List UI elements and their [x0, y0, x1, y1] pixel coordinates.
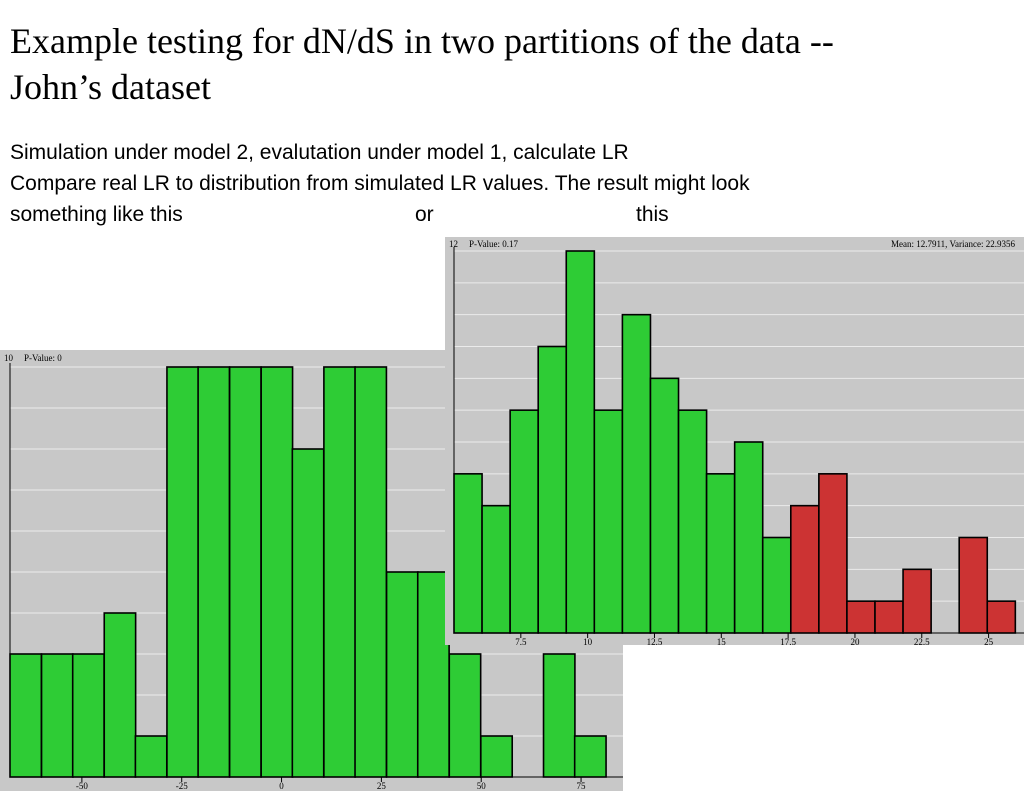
right-hist-x-tick-label: 12.5	[647, 637, 663, 645]
right-hist-x-tick-label: 20	[850, 637, 860, 645]
right-hist-bar	[649, 377, 680, 634]
left-hist-bar	[542, 653, 576, 778]
right-hist-bar	[565, 250, 596, 634]
left-hist-bar	[354, 366, 388, 778]
right-hist-bar	[537, 345, 568, 634]
title-line-1: Example testing for dN/dS in two partiti…	[10, 21, 834, 61]
left-hist-x-tick-label: -50	[76, 781, 88, 791]
left-hist-bar	[134, 735, 168, 778]
left-hist-bar	[291, 448, 325, 778]
left-hist-bar	[9, 653, 43, 778]
right-hist-bar	[902, 568, 932, 634]
left-hist-x-tick-label: 75	[577, 781, 587, 791]
right-hist-bar	[481, 504, 511, 634]
left-hist-bar	[323, 366, 357, 778]
right-hist-bar	[453, 473, 483, 634]
histogram-right: 12 P-Value: 0.17 Mean: 12.7911, Variance: …	[445, 237, 1024, 645]
right-hist-x-tick-label: 7.5	[515, 637, 527, 645]
body-line-1: Simulation under model 2, evalutation un…	[10, 141, 629, 164]
body-line-3-part-a: something like this	[10, 203, 183, 226]
right-hist-bar	[593, 409, 624, 634]
right-hist-x-tick-label: 15	[717, 637, 727, 645]
body-line-2: Compare real LR to distribution from sim…	[10, 172, 750, 195]
left-hist-ymax-label: 10	[4, 353, 14, 363]
histogram-right-plot: 12 P-Value: 0.17 Mean: 12.7911, Variance: …	[449, 239, 1024, 645]
left-hist-bar	[40, 653, 74, 778]
left-hist-bar	[573, 735, 607, 778]
right-hist-bar	[705, 473, 736, 634]
left-hist-bar	[228, 366, 262, 778]
right-hist-stats-label: Mean: 12.7911, Variance: 22.9356	[891, 239, 1015, 249]
right-hist-bar	[874, 600, 904, 634]
right-hist-pvalue-label: P-Value: 0.17	[469, 239, 518, 249]
left-hist-bar	[71, 653, 105, 778]
left-hist-bar	[197, 366, 231, 778]
right-hist-bar	[509, 409, 539, 634]
body-line-3-part-b: or	[415, 203, 434, 226]
slide-body-text: Simulation under model 2, evalutation un…	[10, 137, 1010, 230]
right-hist-x-tick-label: 10	[583, 637, 593, 645]
right-hist-bar	[733, 441, 764, 634]
left-hist-bar	[480, 735, 514, 778]
left-hist-x-tick-label: 0	[279, 781, 284, 791]
histogram-left-plot: 10 P-Value: 0 -50 -25 0 25 50 75	[4, 353, 623, 791]
left-hist-bar	[103, 612, 137, 778]
right-hist-bar	[621, 313, 652, 634]
right-hist-bar	[677, 409, 708, 634]
slide-title: Example testing for dN/dS in two partiti…	[10, 18, 1010, 110]
right-hist-ymax-label: 12	[449, 239, 458, 249]
left-hist-x-tick-label: 25	[377, 781, 387, 791]
right-hist-bar	[958, 536, 989, 634]
body-line-3: something like this or this	[10, 199, 1010, 230]
right-hist-bar	[818, 473, 848, 634]
left-hist-x-tick-label: -25	[176, 781, 188, 791]
right-hist-x-tick-label: 25	[984, 637, 994, 645]
title-line-2: John’s dataset	[10, 67, 211, 107]
right-hist-x-tick-label: 22.5	[914, 637, 930, 645]
right-hist-bar	[846, 600, 876, 634]
body-line-3-part-c: this	[636, 203, 669, 226]
left-hist-pvalue-label: P-Value: 0	[24, 353, 62, 363]
left-hist-bar	[260, 366, 294, 778]
left-hist-bar	[385, 571, 419, 778]
left-hist-bar	[448, 653, 482, 778]
right-hist-bar	[986, 600, 1017, 634]
right-hist-x-tick-label: 17.5	[780, 637, 796, 645]
right-hist-bar	[761, 536, 792, 634]
left-hist-bar	[166, 366, 200, 778]
right-hist-bar	[789, 504, 820, 634]
left-hist-x-tick-label: 50	[477, 781, 487, 791]
left-hist-bar	[416, 571, 450, 778]
